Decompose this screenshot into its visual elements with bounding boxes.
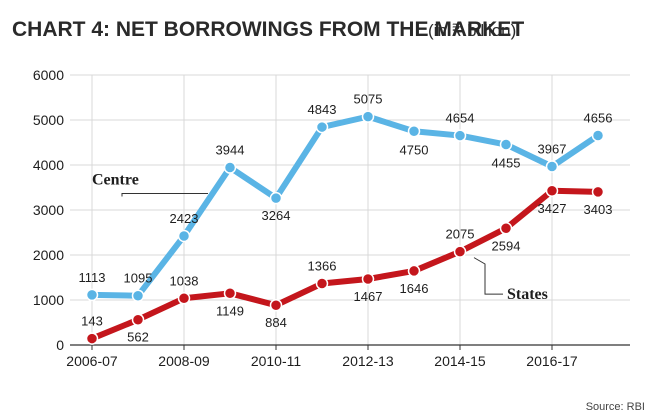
- series-label-centre: Centre: [92, 172, 139, 189]
- data-label: 1366: [308, 259, 337, 274]
- x-axis: 2006-07 2008-09 2010-11 2012-13 2014-15 2016-…: [66, 344, 630, 369]
- data-point-states: [85, 332, 99, 345]
- data-point-centre: [361, 110, 375, 123]
- data-point-centre: [223, 161, 237, 174]
- y-tick-label: 6000: [33, 67, 64, 83]
- data-point-states: [131, 313, 145, 326]
- data-point-centre: [315, 120, 329, 134]
- data-label: 3427: [538, 201, 567, 216]
- series-label-states: States: [507, 286, 548, 303]
- data-point-centre: [545, 160, 559, 173]
- x-tick-label: 2014-15: [434, 353, 486, 369]
- data-label: 2594: [492, 238, 521, 253]
- y-tick-label: 3000: [33, 202, 64, 218]
- leader-line-states: [473, 257, 503, 295]
- data-point-centre: [499, 138, 513, 151]
- series-labels: Centre States: [92, 172, 548, 304]
- y-tick-label: 1000: [33, 292, 64, 308]
- data-point-states: [269, 298, 283, 312]
- grid: [70, 74, 630, 345]
- x-tick-label: 2010-11: [251, 353, 302, 369]
- data-label: 1038: [170, 273, 199, 288]
- chart-title-group: CHART 4: NET BORROWINGS FROM THE MARKET …: [12, 18, 524, 41]
- source-note: Source: RBI: [586, 401, 645, 413]
- data-label: 1095: [124, 271, 153, 286]
- data-point-states: [407, 264, 421, 278]
- data-label: 143: [81, 314, 103, 329]
- data-label: 2075: [446, 227, 475, 242]
- data-point-states: [453, 245, 467, 258]
- chart-title: CHART 4: NET BORROWINGS FROM THE MARKET: [12, 18, 524, 41]
- y-tick-label: 4000: [33, 157, 64, 173]
- data-label: 4455: [492, 156, 521, 171]
- data-label: 2423: [170, 211, 199, 226]
- data-label: 4750: [400, 142, 429, 157]
- data-point-centre: [453, 129, 467, 142]
- data-label: 4654: [446, 111, 475, 126]
- data-label: 5075: [354, 92, 383, 107]
- data-label: 1467: [354, 289, 383, 304]
- series-group: [85, 110, 605, 345]
- data-label: 3403: [584, 202, 613, 217]
- series-line-centre: [89, 113, 601, 299]
- series-line-states: [89, 187, 601, 342]
- x-tick-label: 2006-07: [66, 353, 118, 369]
- x-tick-label: 2008-09: [158, 353, 210, 369]
- x-tick-label: 2012-13: [342, 353, 394, 369]
- data-label: 3944: [216, 143, 245, 158]
- data-point-centre: [407, 125, 421, 138]
- data-point-states: [223, 287, 237, 300]
- y-tick-label: 5000: [33, 112, 64, 128]
- y-tick-label: 2000: [33, 247, 64, 263]
- data-point-centre: [177, 229, 191, 243]
- y-axis: 0 1000 2000 3000 4000 5000 6000: [33, 67, 64, 353]
- chart-subtitle: (in ₹ billion): [428, 21, 516, 40]
- data-label: 3264: [262, 208, 291, 223]
- data-point-states: [177, 292, 191, 305]
- data-label: 1646: [400, 281, 429, 296]
- data-point-states: [499, 222, 513, 235]
- data-label: 3967: [538, 141, 567, 156]
- data-point-states: [315, 277, 329, 290]
- data-point-centre: [131, 289, 145, 302]
- data-label: 1113: [79, 270, 106, 285]
- data-label: 884: [265, 315, 287, 330]
- data-point-centre: [85, 288, 99, 302]
- y-tick-label: 0: [56, 337, 64, 353]
- data-label: 4656: [584, 110, 613, 125]
- data-labels: 1113 1095 2423 3944 3264 4843 5075 4750 4654 4455…: [79, 92, 613, 345]
- data-label: 4843: [308, 102, 337, 117]
- data-point-centre: [269, 191, 283, 205]
- data-point-centre: [591, 129, 605, 142]
- data-point-states: [591, 185, 605, 199]
- data-point-states: [361, 272, 375, 286]
- leader-line-centre: [121, 193, 208, 197]
- data-label: 562: [127, 330, 149, 345]
- x-tick-label: 2016-17: [526, 353, 578, 369]
- data-point-states: [545, 184, 559, 198]
- data-label: 1149: [216, 303, 244, 318]
